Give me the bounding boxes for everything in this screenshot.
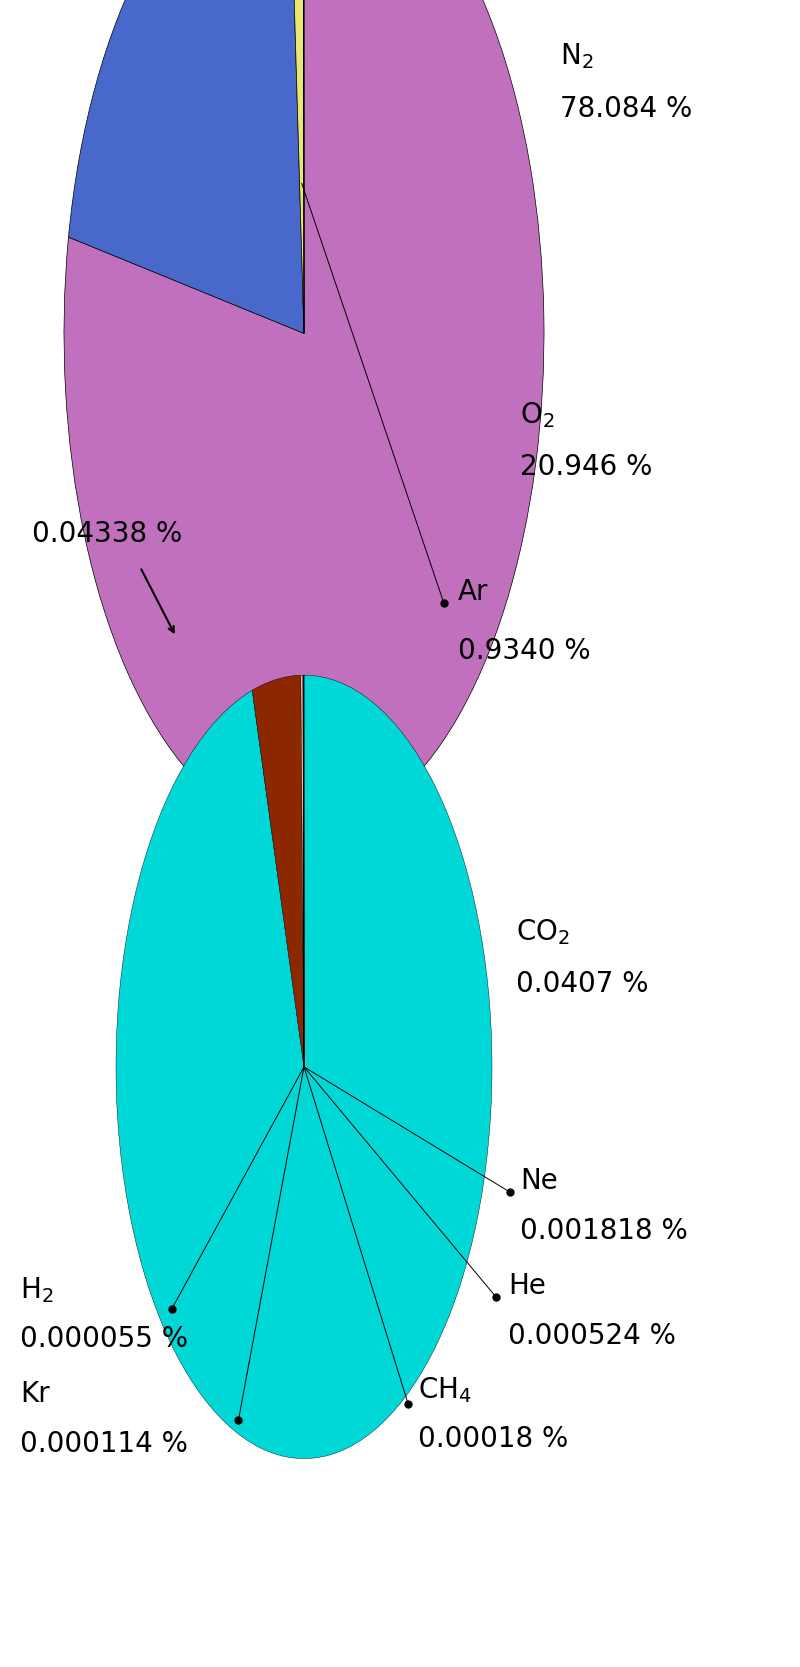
- Text: 0.9340 %: 0.9340 %: [458, 637, 590, 665]
- Text: 0.000524 %: 0.000524 %: [508, 1322, 676, 1350]
- Text: CH$_4$: CH$_4$: [418, 1375, 471, 1405]
- Text: He: He: [508, 1272, 546, 1300]
- Wedge shape: [301, 675, 304, 1067]
- Text: Ar: Ar: [458, 578, 488, 605]
- Text: Kr: Kr: [20, 1380, 50, 1409]
- Text: CO$_2$: CO$_2$: [516, 917, 570, 947]
- Text: 0.00018 %: 0.00018 %: [418, 1425, 568, 1454]
- Text: 0.04338 %: 0.04338 %: [32, 520, 182, 548]
- Wedge shape: [303, 675, 304, 1067]
- Text: N$_2$: N$_2$: [560, 42, 594, 72]
- Text: 0.0407 %: 0.0407 %: [516, 970, 649, 999]
- Text: 0.000114 %: 0.000114 %: [20, 1430, 188, 1459]
- Wedge shape: [116, 675, 492, 1459]
- Wedge shape: [64, 0, 544, 834]
- Text: Ne: Ne: [520, 1167, 558, 1195]
- Wedge shape: [69, 0, 304, 333]
- Text: 78.084 %: 78.084 %: [560, 95, 692, 123]
- Text: H$_2$: H$_2$: [20, 1275, 54, 1305]
- Wedge shape: [252, 675, 304, 1067]
- Text: 20.946 %: 20.946 %: [520, 453, 652, 482]
- Text: O$_2$: O$_2$: [520, 400, 554, 430]
- Wedge shape: [290, 0, 304, 333]
- Text: 0.000055 %: 0.000055 %: [20, 1325, 188, 1354]
- Text: 0.001818 %: 0.001818 %: [520, 1217, 688, 1245]
